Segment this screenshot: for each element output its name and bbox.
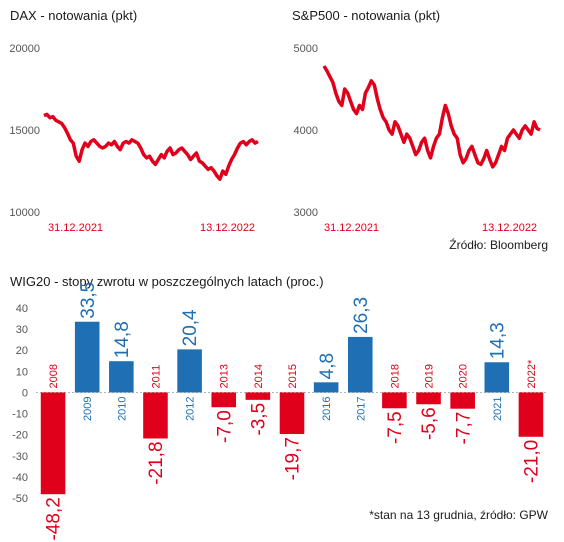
- category-label: 2015: [287, 364, 299, 388]
- dax-chart-title: DAX - notowania (pkt): [10, 8, 138, 23]
- category-label: 2013: [219, 364, 231, 388]
- bar: [109, 361, 134, 393]
- category-label: 2018: [389, 364, 401, 388]
- y-tick-label: 0: [22, 387, 28, 399]
- bar: [40, 392, 66, 495]
- bar: [245, 392, 271, 400]
- category-label: 2016: [321, 396, 333, 420]
- x-label-start: 31.12.2021: [324, 222, 379, 234]
- value-label: -7,0: [214, 410, 235, 443]
- y-tick-label: -40: [12, 472, 28, 484]
- wig20-plot: 403020100-10-20-30-40-502008-48,2200933,…: [12, 282, 548, 541]
- category-label: 2012: [185, 396, 197, 420]
- wig20-chart: WIG20 - stopy zwrotu w poszczególnych la…: [0, 270, 564, 542]
- category-label: 2010: [116, 396, 128, 420]
- value-label: 4,8: [317, 353, 338, 379]
- value-label: 20,4: [180, 309, 201, 346]
- y-tick-label: 15000: [9, 125, 40, 137]
- bar: [313, 382, 339, 393]
- y-tick-label: -50: [12, 493, 28, 505]
- y-tick-label: 3000: [294, 207, 318, 219]
- sp500-plot: 5000 4000 3000 31.12.2021 13.12.2022: [294, 43, 541, 234]
- bar: [177, 349, 202, 393]
- y-tick-label: 10000: [9, 207, 40, 219]
- y-tick-label: -30: [12, 451, 28, 463]
- source-bloomberg: Źródło: Bloomberg: [449, 238, 548, 252]
- value-label: -21,0: [522, 440, 543, 483]
- x-label-end: 13.12.2022: [200, 222, 255, 234]
- value-label: -19,7: [283, 437, 304, 480]
- bar: [484, 362, 510, 393]
- bar: [382, 392, 407, 409]
- sp500-chart: S&P500 - notowania (pkt) 5000 4000 3000 31.…: [282, 0, 564, 240]
- value-label: 14,3: [487, 322, 508, 359]
- series-line: [322, 65, 541, 169]
- category-label: 2008: [48, 364, 60, 388]
- category-label: 2011: [150, 365, 162, 389]
- sp500-chart-title: S&P500 - notowania (pkt): [292, 8, 441, 23]
- value-label: 26,3: [351, 297, 372, 334]
- x-label-start: 31.12.2021: [48, 222, 103, 234]
- y-tick-label: 20: [16, 345, 28, 357]
- dax-plot: 20000 15000 10000 31.12.2021 13.12.2022: [9, 43, 259, 234]
- y-tick-label: 20000: [9, 43, 40, 55]
- wig20-chart-title: WIG20 - stopy zwrotu w poszczególnych la…: [10, 274, 324, 289]
- bar: [143, 392, 168, 439]
- bar: [518, 392, 544, 437]
- bar: [450, 392, 475, 409]
- category-label: 2022*: [526, 359, 538, 388]
- series-line: [43, 112, 259, 181]
- value-label: 14,8: [112, 321, 133, 358]
- bar: [279, 392, 305, 435]
- source-gpw: *stan na 13 grudnia, źródło: GPW: [369, 508, 548, 522]
- value-label: -21,8: [146, 441, 167, 484]
- category-label: 2021: [492, 396, 504, 420]
- category-label: 2019: [424, 364, 436, 388]
- x-label-end: 13.12.2022: [482, 222, 537, 234]
- value-label: -3,5: [249, 403, 270, 436]
- y-tick-label: 30: [16, 324, 28, 336]
- y-tick-label: -20: [12, 430, 28, 442]
- dax-chart: DAX - notowania (pkt) 20000 15000 10000 31.…: [0, 0, 280, 240]
- y-tick-label: 4000: [294, 125, 318, 137]
- category-label: 2017: [355, 396, 367, 420]
- bar: [416, 392, 441, 405]
- y-tick-label: 10: [16, 366, 28, 378]
- category-label: 2009: [82, 396, 94, 420]
- y-tick-label: 5000: [294, 43, 318, 55]
- bar: [74, 321, 100, 393]
- value-label: 33,5: [78, 282, 99, 319]
- bar: [211, 392, 237, 408]
- y-tick-label: 40: [16, 303, 28, 315]
- value-label: -7,7: [453, 412, 474, 445]
- bar: [347, 336, 373, 393]
- y-tick-label: -10: [12, 409, 28, 421]
- category-label: 2020: [458, 364, 470, 388]
- value-label: -7,5: [385, 411, 406, 444]
- value-label: -48,2: [44, 497, 65, 540]
- category-label: 2014: [253, 364, 265, 388]
- value-label: -5,6: [419, 407, 440, 440]
